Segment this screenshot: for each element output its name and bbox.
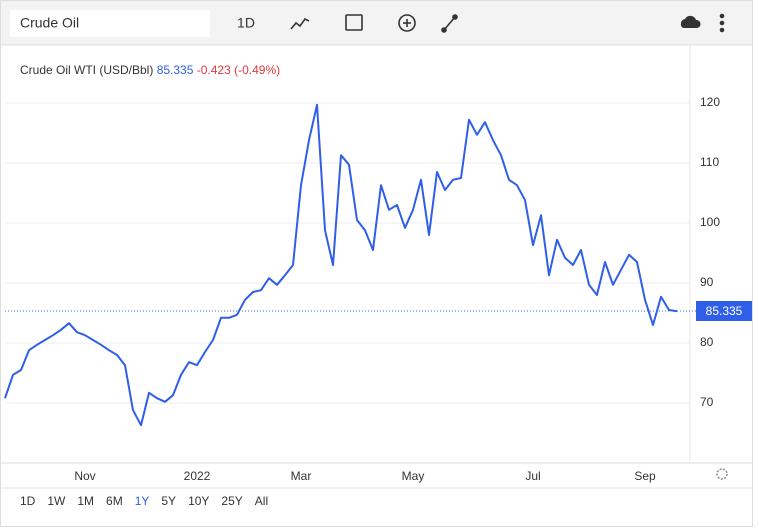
range-button[interactable]: 6M (106, 494, 123, 508)
interval[interactable]: 1D (237, 15, 255, 31)
last-price: 85.335 (157, 63, 194, 77)
range-button[interactable]: 10Y (188, 494, 210, 508)
search-box[interactable] (10, 10, 210, 37)
price-line (4, 103, 678, 427)
y-tick-label: 90 (700, 275, 714, 289)
x-tick-label: Nov (74, 469, 95, 483)
range-selector: 1D 1W 1M 6M 1Y 5Y 10Y 25Y All (14, 491, 274, 511)
y-tick-label: 70 (700, 395, 714, 409)
chart-header: Crude Oil WTI (USD/Bbl) 85.335 -0.423 (-… (20, 63, 280, 77)
last-price-tag (696, 300, 752, 321)
y-tick-label: 120 (700, 95, 720, 109)
range-button[interactable]: 1W (47, 494, 66, 508)
line-icon[interactable] (290, 17, 310, 30)
x-tick-label: Sep (634, 469, 656, 483)
y-tick-label: 80 (700, 335, 714, 349)
calendar-icon[interactable] (345, 14, 363, 31)
x-tick-label: Mar (291, 469, 312, 483)
instrument-name: Crude Oil WTI (USD/Bbl) (20, 63, 153, 77)
x-tick-label: May (402, 469, 425, 483)
add-icon[interactable] (398, 14, 416, 32)
range-button[interactable]: 1M (77, 494, 95, 508)
range-button[interactable]: All (254, 494, 269, 508)
change: -0.423 (197, 63, 231, 77)
y-tick-label: 100 (700, 215, 720, 229)
menu-icon[interactable] (719, 13, 725, 19)
last-price-tag-text: 85.335 (706, 304, 743, 318)
x-tick-label: 2022 (184, 469, 211, 483)
settings-icon[interactable] (716, 468, 728, 480)
x-tick-label: Jul (525, 469, 540, 483)
download-icon[interactable] (680, 15, 701, 28)
change-pct: (-0.49%) (234, 63, 280, 77)
draw-icon[interactable] (443, 16, 456, 31)
y-tick-label: 110 (700, 155, 719, 169)
search-text[interactable]: Crude Oil (20, 15, 79, 31)
range-button[interactable]: 1Y (134, 494, 150, 508)
range-button[interactable]: 5Y (161, 494, 177, 508)
range-button[interactable]: 25Y (221, 494, 243, 508)
toolbar-icons (290, 13, 725, 33)
range-button[interactable]: 1D (20, 494, 36, 508)
